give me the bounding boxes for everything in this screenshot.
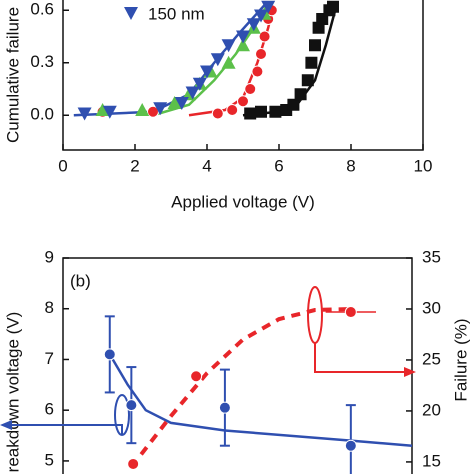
marker xyxy=(344,306,357,319)
legend-label: 150 nm xyxy=(148,4,205,23)
marker xyxy=(125,399,138,412)
y2-tick-label: 20 xyxy=(422,400,441,419)
y-tick-label: 6 xyxy=(45,400,54,419)
marker xyxy=(258,30,271,43)
marker xyxy=(244,83,257,95)
marker xyxy=(135,103,150,116)
marker xyxy=(218,401,231,414)
marker xyxy=(236,38,250,52)
plot-frame xyxy=(62,0,424,151)
marker xyxy=(210,53,225,67)
marker xyxy=(221,39,236,53)
fit-line xyxy=(108,353,413,447)
marker xyxy=(255,105,267,118)
y2-tick-label: 15 xyxy=(422,451,441,470)
y2-tick-label: 30 xyxy=(422,298,441,317)
legend-marker xyxy=(124,7,138,20)
y2-tick-label: 25 xyxy=(422,349,441,368)
marker xyxy=(261,0,276,14)
marker xyxy=(294,88,307,101)
y-tick-label: 0.0 xyxy=(30,105,54,124)
marker xyxy=(327,0,339,13)
y-tick-label: 0.3 xyxy=(30,52,54,71)
marker xyxy=(77,107,92,121)
marker xyxy=(153,102,168,116)
y2-tick-label: 35 xyxy=(422,247,441,266)
x-axis-label: Applied voltage (V) xyxy=(171,192,315,211)
marker xyxy=(246,18,261,32)
marker xyxy=(185,86,200,100)
panel-label: (b) xyxy=(70,271,91,290)
fit-line xyxy=(129,306,351,469)
x-tick-label: 10 xyxy=(414,156,433,175)
marker xyxy=(211,107,224,120)
y2-axis-label: Failure (%) xyxy=(451,318,470,401)
marker xyxy=(344,439,357,452)
y-axis-label: Cumulative failure xyxy=(3,7,22,143)
marker xyxy=(309,39,321,52)
y-tick-label: 8 xyxy=(45,298,54,317)
marker xyxy=(103,348,116,361)
marker xyxy=(102,105,117,119)
marker xyxy=(287,98,300,111)
x-tick-label: 0 xyxy=(58,156,67,175)
marker xyxy=(127,457,140,470)
marker xyxy=(190,370,203,383)
marker xyxy=(167,96,182,109)
y-tick-label: 9 xyxy=(45,247,54,266)
x-tick-label: 4 xyxy=(202,156,211,175)
marker xyxy=(255,48,267,60)
marker xyxy=(226,104,239,116)
y-tick-label: 7 xyxy=(45,349,54,368)
marker xyxy=(192,77,207,91)
marker xyxy=(174,97,189,110)
marker xyxy=(236,30,250,44)
marker xyxy=(221,55,236,69)
x-tick-label: 8 xyxy=(346,156,355,175)
y-tick-label: 5 xyxy=(45,450,54,469)
marker xyxy=(251,65,264,78)
marker xyxy=(301,74,314,87)
marker xyxy=(200,65,214,79)
x-tick-label: 6 xyxy=(274,156,283,175)
marker xyxy=(95,103,110,116)
marker xyxy=(237,95,249,108)
x-tick-label: 2 xyxy=(130,156,139,175)
marker xyxy=(244,107,257,120)
marker xyxy=(269,105,282,118)
annotation-arrows xyxy=(0,286,416,436)
marker xyxy=(305,56,318,69)
marker xyxy=(254,9,268,23)
y-axis-label: reakdown voltage (V) xyxy=(3,312,22,473)
y-tick-label: 0.6 xyxy=(30,0,54,19)
